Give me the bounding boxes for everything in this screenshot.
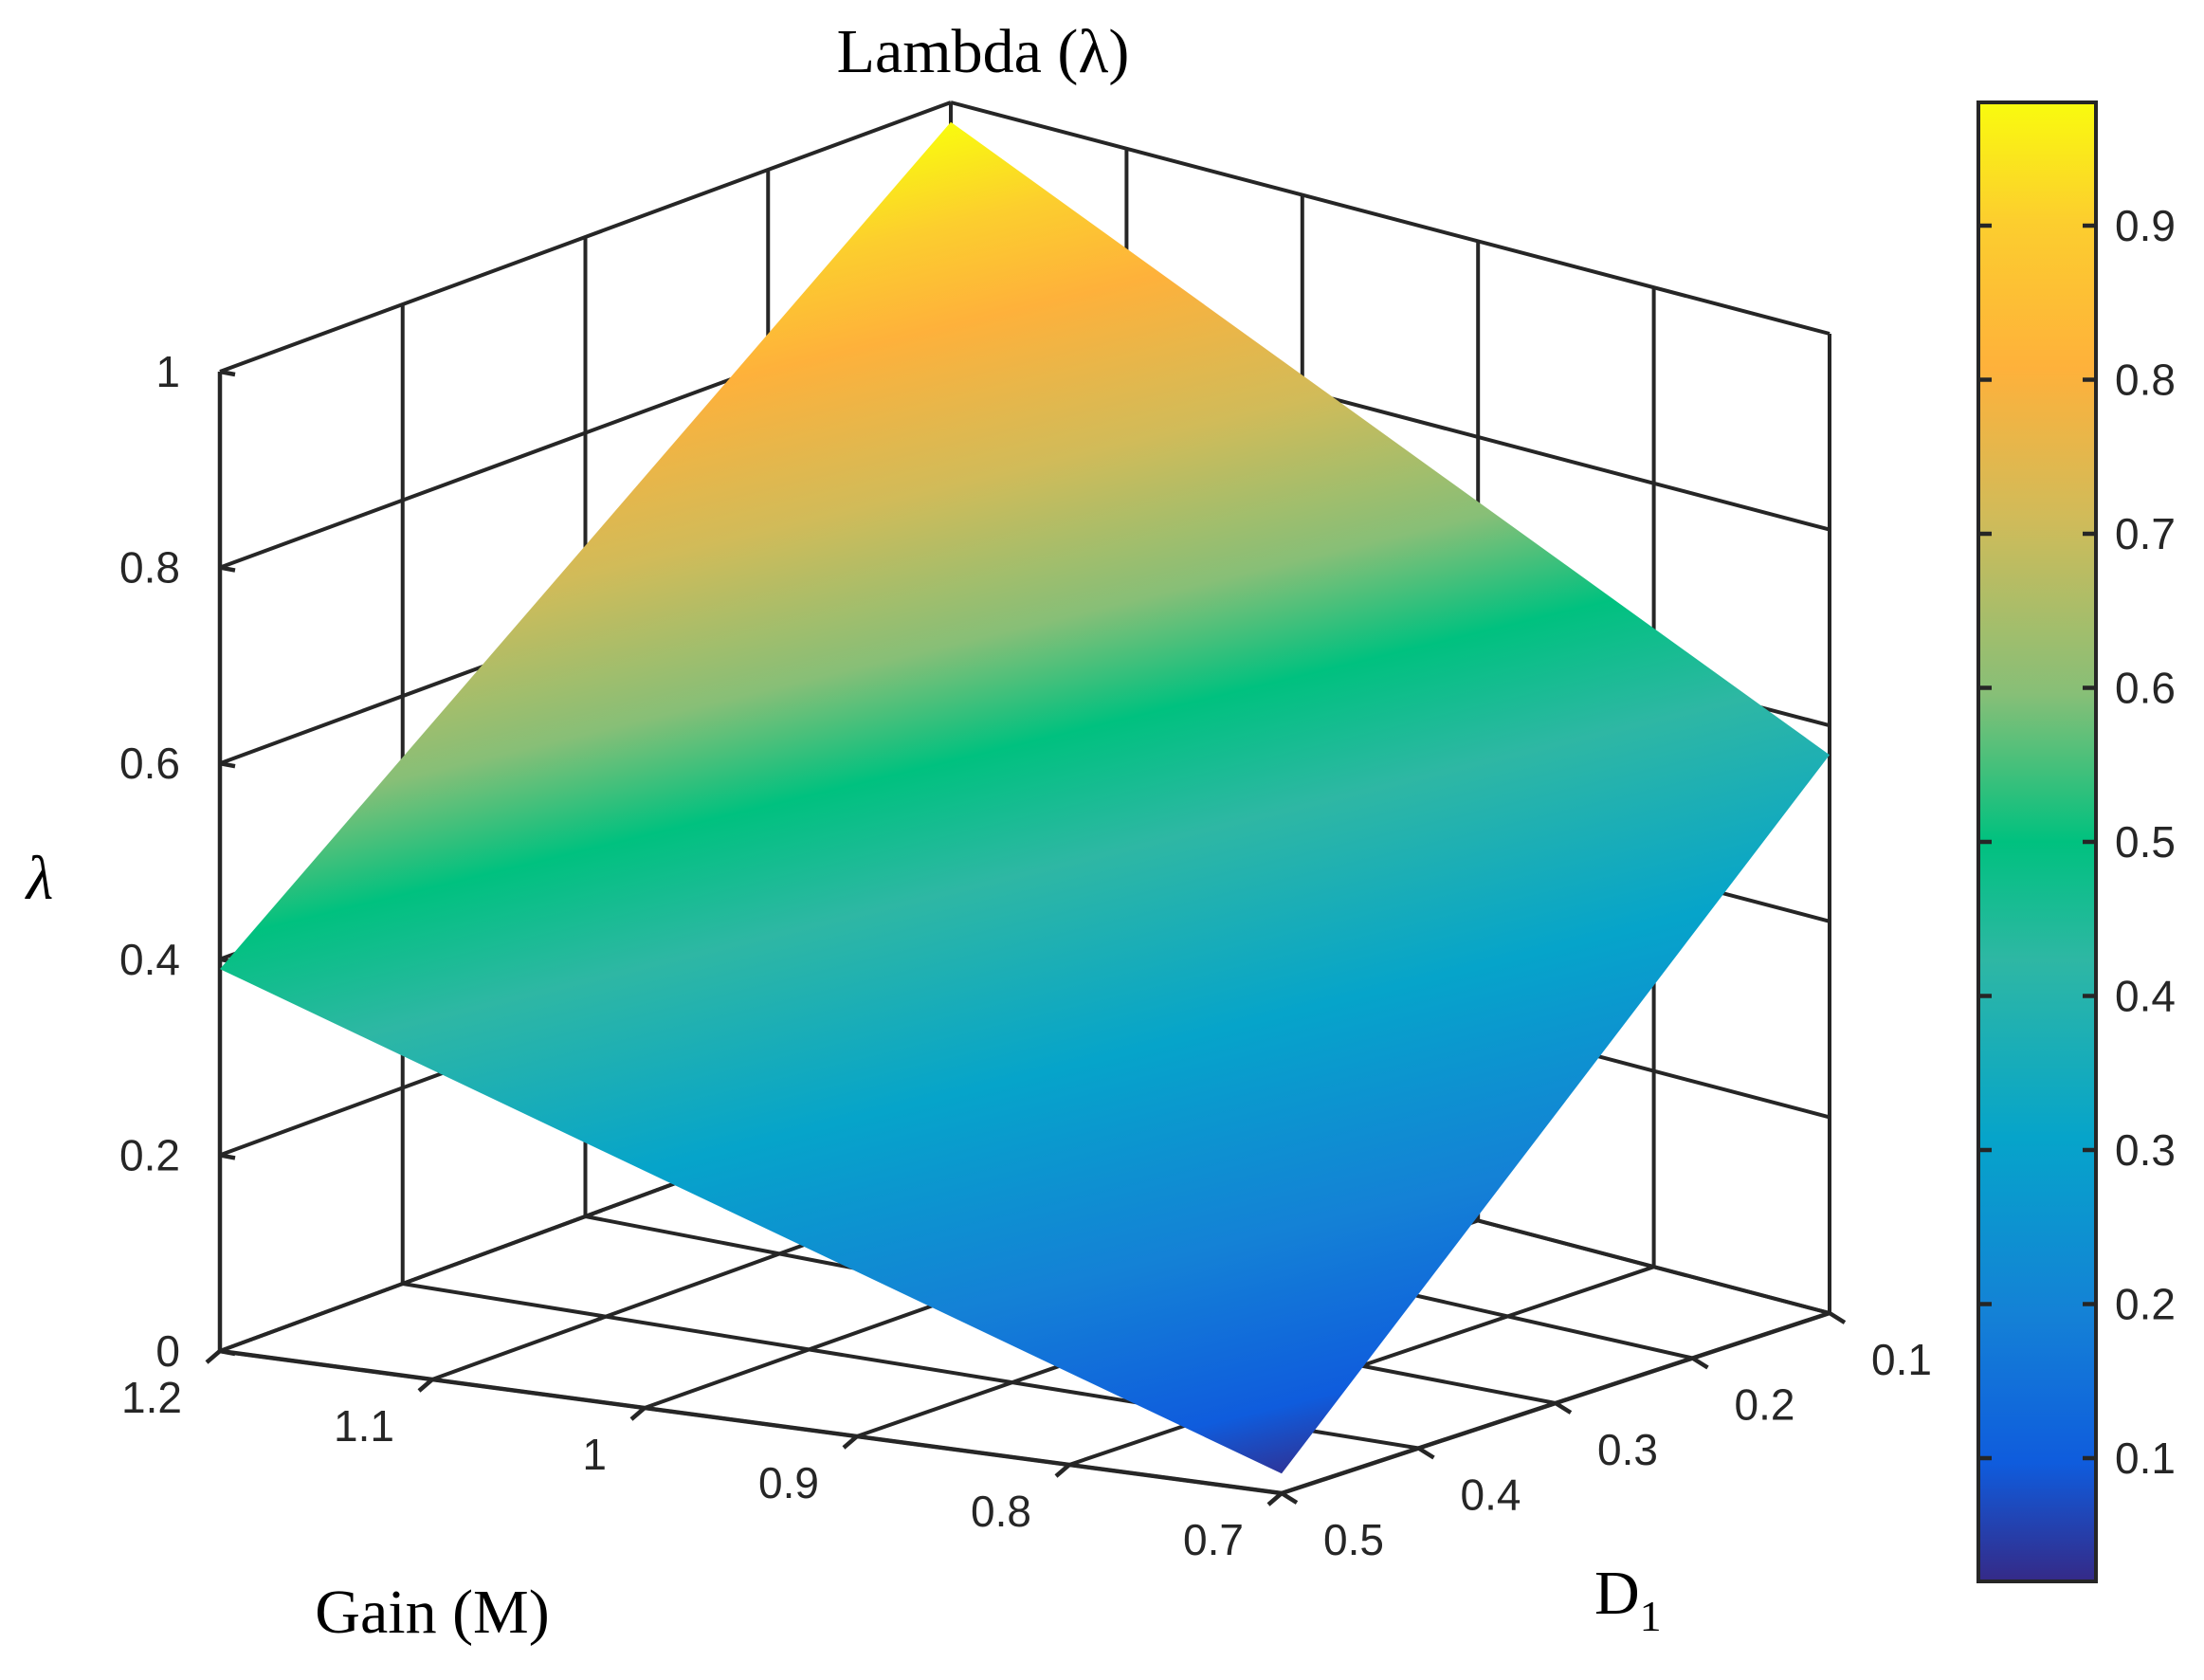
gain-tick-mark xyxy=(205,1349,222,1364)
colorbar-tick-label: 0.8 xyxy=(2115,356,2176,405)
d1-tick-label: 0.3 xyxy=(1597,1425,1658,1474)
lambda-tick-mark xyxy=(219,565,236,573)
lambda-tick-label: 0 xyxy=(155,1326,180,1376)
d1-tick-label: 0.5 xyxy=(1323,1515,1384,1564)
gain-tick-mark xyxy=(629,1406,647,1421)
x-axis-label: Gain (M) xyxy=(315,1578,549,1647)
d1-tick-mark xyxy=(1280,1491,1299,1505)
gain-tick-label: 1.2 xyxy=(121,1373,182,1422)
colorbar-tick-label: 0.3 xyxy=(2115,1125,2176,1175)
gain-tick-label: 1.1 xyxy=(334,1401,394,1451)
colorbar-gradient xyxy=(1976,100,2098,1583)
gain-axis xyxy=(219,1348,1283,1496)
lambda-tick-mark xyxy=(219,760,236,769)
y-axis-label-main: D xyxy=(1594,1559,1640,1628)
tick-labels: 1.2 1.1 1 0.9 0.8 0.7 0.1 0.2 0.3 0.4 0.5 0 0.2 0.4 0.… xyxy=(119,347,1932,1564)
lambda-tick-mark xyxy=(219,1348,236,1357)
gain-tick-label: 0.9 xyxy=(758,1458,819,1507)
y-axis-label-subscript: 1 xyxy=(1640,1592,1662,1640)
lambda-tick-label: 0.8 xyxy=(119,543,180,593)
gain-tick-mark xyxy=(842,1434,859,1450)
lambda-tick-mark xyxy=(219,369,236,377)
colorbar-tick-label: 0.4 xyxy=(2115,972,2176,1021)
gain-tick-label: 0.7 xyxy=(1183,1515,1244,1564)
colorbar-ticks: 0.1 0.2 0.3 0.4 0.5 0.6 0.7 0.8 0.9 xyxy=(1978,201,2176,1483)
lambda-tick-label: 0.4 xyxy=(119,935,180,984)
chart-title: Lambda (λ) xyxy=(837,17,1130,86)
d1-tick-label: 0.2 xyxy=(1735,1380,1795,1430)
colorbar-tick-label: 0.6 xyxy=(2115,664,2176,713)
colorbar-tick-label: 0.2 xyxy=(2115,1280,2176,1329)
lambda-tick-mark xyxy=(219,1153,236,1160)
colorbar-tick-label: 0.7 xyxy=(2115,509,2176,558)
d1-tick-mark xyxy=(1417,1446,1435,1460)
left-wall-grid-horizontal xyxy=(219,100,952,374)
colorbar-tick-label: 0.9 xyxy=(2115,201,2176,250)
gain-tick-label: 0.8 xyxy=(971,1487,1031,1536)
gain-tick-mark xyxy=(1266,1491,1284,1507)
lambda-tick-label: 1 xyxy=(155,347,180,396)
d1-tick-mark xyxy=(1691,1356,1709,1370)
lambda-tick-label: 0.2 xyxy=(119,1130,180,1179)
colorbar-tick-label: 0.5 xyxy=(2115,817,2176,867)
lambda-surface xyxy=(220,121,1830,1474)
y-axis-label: D1 xyxy=(1594,1559,1662,1640)
axes xyxy=(205,369,1847,1507)
z-axis-label: λ xyxy=(25,844,54,913)
right-wall-grid-horizontal xyxy=(950,100,1831,336)
d1-tick-label: 0.1 xyxy=(1871,1335,1932,1384)
colorbar-tick-label: 0.1 xyxy=(2115,1433,2176,1483)
gain-tick-mark xyxy=(417,1378,434,1393)
d1-tick-label: 0.4 xyxy=(1461,1470,1521,1520)
lambda-tick-label: 0.6 xyxy=(119,739,180,788)
d1-tick-mark xyxy=(1828,1311,1847,1324)
gain-tick-mark xyxy=(1054,1463,1071,1478)
gain-tick-label: 1 xyxy=(582,1430,607,1479)
colorbar: 0.1 0.2 0.3 0.4 0.5 0.6 0.7 0.8 0.9 xyxy=(1976,100,2176,1583)
d1-tick-mark xyxy=(1554,1401,1573,1415)
